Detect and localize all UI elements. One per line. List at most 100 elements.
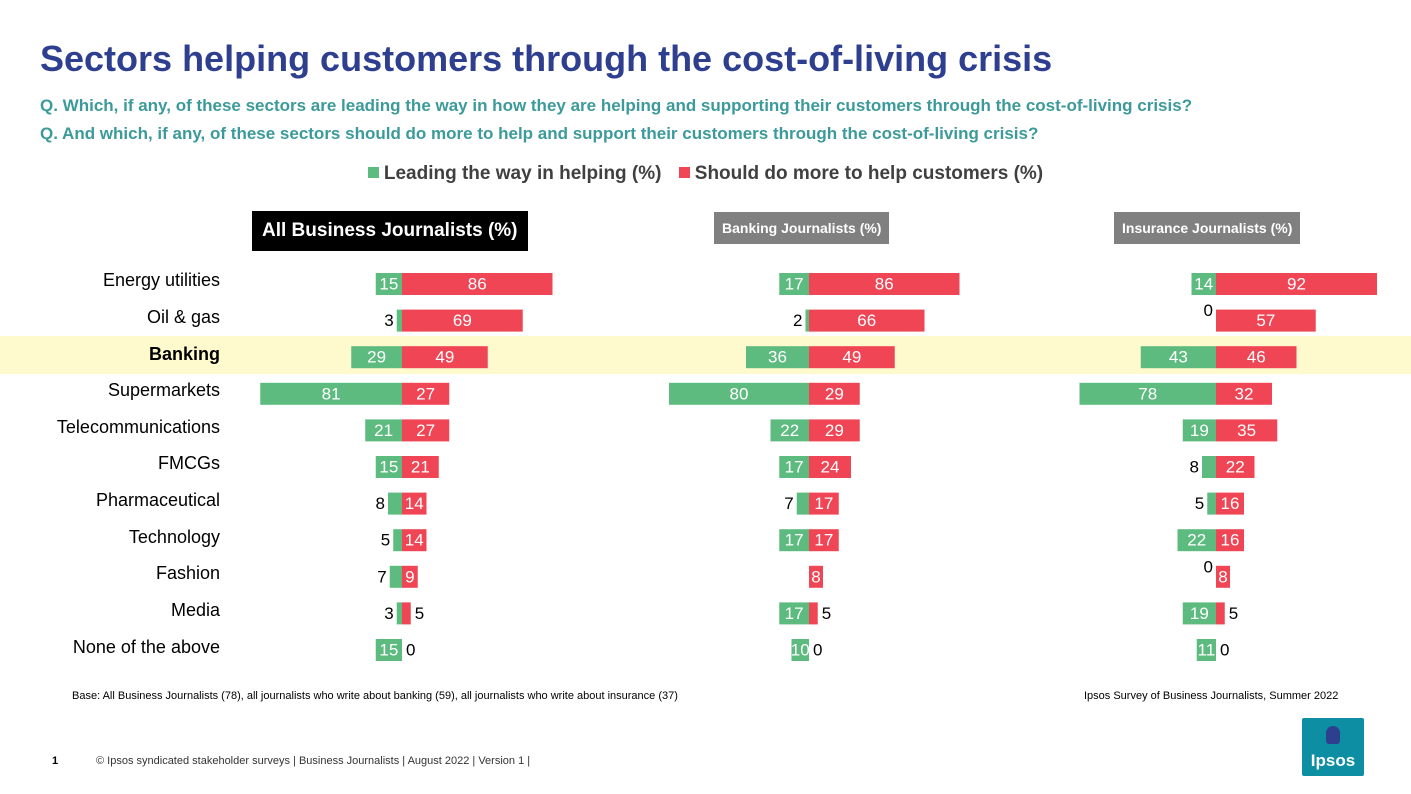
bar-leading — [796, 492, 809, 515]
category-label: Supermarkets — [107, 380, 220, 400]
panel-header-banking: Banking Journalists (%) — [714, 212, 890, 244]
bar-leading — [1079, 382, 1216, 405]
value-label-leading: 17 — [785, 275, 804, 294]
bar-leading — [1182, 602, 1216, 625]
value-label-should: 21 — [411, 458, 430, 477]
value-label-leading: 36 — [768, 348, 787, 367]
value-label-should: 22 — [1226, 458, 1245, 477]
question-2: Q. And which, if any, of these sectors s… — [40, 124, 1039, 143]
value-label-should: 29 — [825, 421, 844, 440]
panel-header-insurance: Insurance Journalists (%) — [1114, 212, 1301, 244]
value-label-should: 5 — [822, 604, 831, 623]
bar-leading — [1202, 456, 1216, 478]
bar-leading — [396, 309, 402, 332]
value-label-should: 69 — [453, 311, 472, 330]
ipsos-logo: Ipsos — [1302, 718, 1364, 776]
bar-should — [1216, 456, 1255, 478]
value-label-should: 49 — [842, 348, 861, 367]
category-label: Fashion — [155, 563, 220, 583]
bar-should — [402, 456, 439, 478]
value-label-should: 29 — [825, 384, 844, 403]
bar-leading — [779, 456, 809, 478]
value-label-leading: 8 — [1190, 458, 1199, 477]
bar-should — [1216, 419, 1278, 442]
value-label-should: 66 — [857, 311, 876, 330]
legend-item-leading: Leading the way in helping (%) — [367, 163, 661, 184]
bar-leading — [375, 639, 402, 661]
bar-leading — [375, 456, 402, 478]
bar-leading — [770, 419, 809, 442]
value-label-leading: 5 — [381, 531, 390, 550]
value-label-leading: 15 — [379, 641, 398, 660]
value-label-leading: 80 — [730, 384, 749, 403]
bar-should — [402, 273, 553, 295]
bar-should — [809, 456, 851, 478]
legend-label-should: Should do more to help customers (%) — [694, 163, 1044, 184]
category-label: Technology — [128, 527, 220, 547]
base-note: Base: All Business Journalists (78), all… — [72, 690, 678, 702]
question-1: Q. Which, if any, of these sectors are l… — [40, 96, 1193, 115]
value-label-should: 8 — [1218, 567, 1227, 586]
bar-should — [1216, 529, 1244, 552]
bar-should — [402, 602, 411, 625]
value-label-should: 57 — [1256, 311, 1275, 330]
bar-should — [402, 382, 450, 405]
bar-should — [809, 273, 960, 295]
value-label-leading: 11 — [1198, 641, 1216, 660]
bar-should — [809, 529, 839, 552]
value-label-should: 46 — [1247, 348, 1266, 367]
bar-should — [809, 602, 818, 625]
bar-should — [402, 529, 427, 552]
logo-text: Ipsos — [1310, 751, 1356, 770]
value-label-should: 9 — [405, 567, 414, 586]
bar-should — [1216, 346, 1297, 369]
value-label-should: 86 — [468, 275, 487, 294]
value-label-leading: 17 — [785, 604, 804, 623]
bar-should — [402, 346, 488, 369]
value-label-leading: 0 — [1204, 301, 1213, 320]
value-label-leading: 22 — [1187, 531, 1206, 550]
footer-text: © Ipsos syndicated stakeholder surveys |… — [96, 755, 531, 767]
bar-should — [809, 382, 860, 405]
category-label: Banking — [148, 344, 220, 364]
value-label-should: 32 — [1235, 384, 1254, 403]
bar-leading — [779, 602, 809, 625]
category-label: Pharmaceutical — [95, 490, 220, 510]
value-label-should: 86 — [875, 275, 894, 294]
page-title: Sectors helping customers through the co… — [40, 38, 1053, 79]
bar-leading — [1182, 419, 1216, 442]
value-label-should: 14 — [405, 494, 424, 513]
bar-should — [1216, 602, 1225, 625]
value-label-leading: 3 — [384, 311, 393, 330]
value-label-leading: 19 — [1190, 604, 1209, 623]
value-label-leading: 43 — [1169, 348, 1188, 367]
value-label-should: 27 — [416, 421, 435, 440]
value-label-leading: 5 — [1195, 494, 1204, 513]
bar-leading — [1177, 529, 1216, 552]
value-label-should: 92 — [1287, 275, 1306, 294]
bar-should — [1216, 382, 1272, 405]
bar-leading — [746, 346, 809, 369]
panel-header-all: All Business Journalists (%) — [252, 211, 528, 251]
value-label-leading: 29 — [367, 348, 386, 367]
value-label-should: 49 — [435, 348, 454, 367]
bar-leading — [389, 565, 402, 588]
bar-leading — [1207, 492, 1216, 515]
chart-legend: Leading the way in helping (%) Should do… — [0, 163, 1411, 185]
value-label-leading: 17 — [785, 531, 804, 550]
bar-should — [402, 492, 427, 515]
page-number: 1 — [52, 755, 59, 767]
value-label-should: 14 — [405, 531, 424, 550]
value-label-leading: 7 — [377, 567, 386, 586]
value-label-should: 35 — [1237, 421, 1256, 440]
value-label-should: 17 — [814, 494, 833, 513]
bar-should — [1216, 492, 1244, 515]
value-label-leading: 8 — [376, 494, 385, 513]
category-label: Media — [170, 600, 220, 620]
bar-should — [1216, 273, 1377, 295]
bar-leading — [396, 602, 402, 625]
value-label-should: 24 — [821, 458, 840, 477]
category-label: Energy utilities — [102, 270, 220, 290]
value-label-should: 16 — [1221, 531, 1240, 550]
